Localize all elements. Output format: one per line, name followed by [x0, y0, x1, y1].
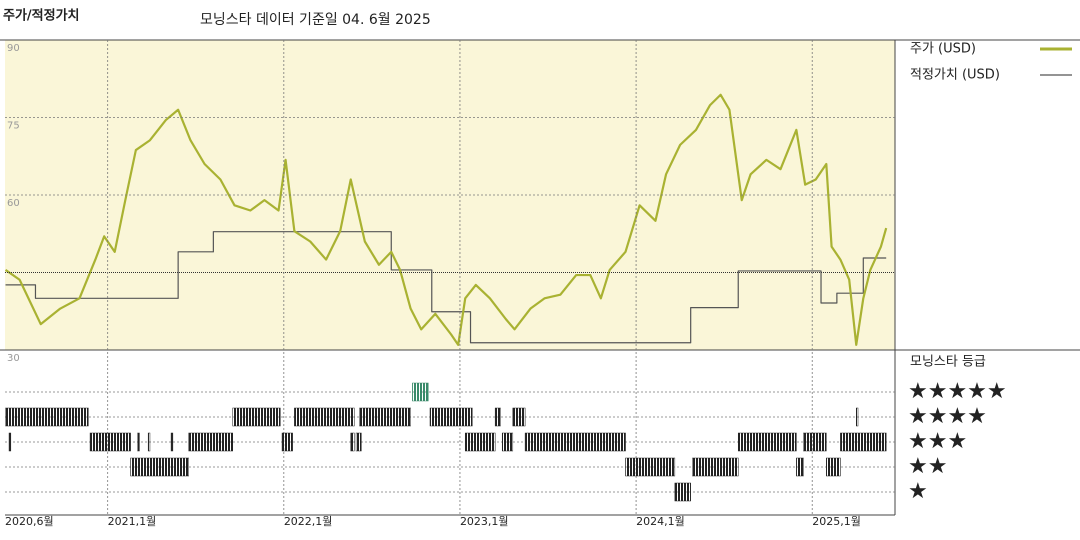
rating-segment — [137, 432, 140, 452]
rating-segment — [170, 432, 174, 452]
rating-segment — [350, 432, 355, 452]
price-line — [4, 93, 888, 346]
legend-stars: ★★★★ — [908, 404, 987, 429]
chart-subtitle: 모닝스타 데이터 기준일 04. 6월 2025 — [200, 12, 431, 28]
legend-stars: ★ — [908, 479, 928, 504]
rating-segment — [355, 432, 362, 452]
rating-segment — [826, 457, 841, 477]
fair-value-line — [5, 231, 887, 344]
y-tick-label: 90 — [7, 43, 20, 54]
x-tick-label: 2022,1월 — [284, 515, 333, 528]
y-tick-label: 75 — [7, 121, 20, 132]
rating-segment — [89, 432, 131, 452]
rating-segment — [412, 382, 429, 402]
rating-segment — [494, 407, 501, 427]
legend-label: 주가 (USD) — [910, 42, 976, 57]
y-tick-label: 30 — [7, 353, 20, 364]
rating-segment — [429, 407, 473, 427]
rating-segment — [8, 432, 12, 452]
rating-segment — [147, 432, 151, 452]
rating-segment — [840, 432, 887, 452]
rating-segment — [5, 407, 89, 427]
legend-label: 적정가치 (USD) — [910, 68, 1000, 83]
legend-stars: ★★★★★ — [908, 379, 1007, 404]
rating-segment — [692, 457, 739, 477]
rating-segment — [737, 432, 797, 452]
x-tick-label: 2023,1월 — [460, 515, 509, 528]
rating-segment — [796, 457, 804, 477]
rating-segment — [674, 482, 691, 502]
plot — [4, 93, 888, 346]
rating-segment — [232, 407, 281, 427]
chart-title: 주가/적정가치 — [3, 8, 80, 24]
y-tick-label: 60 — [7, 198, 20, 209]
rating-segment — [294, 407, 355, 427]
rating-segment — [501, 432, 514, 452]
rating-segment — [512, 407, 526, 427]
rating-segment — [625, 457, 676, 477]
rating-segment — [281, 432, 293, 452]
x-tick-label: 2024,1월 — [636, 515, 685, 528]
rating-segment — [188, 432, 233, 452]
rating-segment — [130, 457, 189, 477]
rating-segment — [803, 432, 827, 452]
rating-segment — [464, 432, 496, 452]
x-tick-label: 2020,6월 — [5, 515, 54, 528]
rating-segment — [359, 407, 411, 427]
legend-title: 모닝스타 등급 — [910, 355, 986, 370]
rating-segment — [856, 407, 859, 427]
x-tick-label: 2021,1월 — [108, 515, 157, 528]
rating-segment — [524, 432, 626, 452]
x-tick-label: 2025,1월 — [812, 515, 861, 528]
legend-stars: ★★★ — [908, 429, 967, 454]
legend-stars: ★★ — [908, 454, 947, 479]
